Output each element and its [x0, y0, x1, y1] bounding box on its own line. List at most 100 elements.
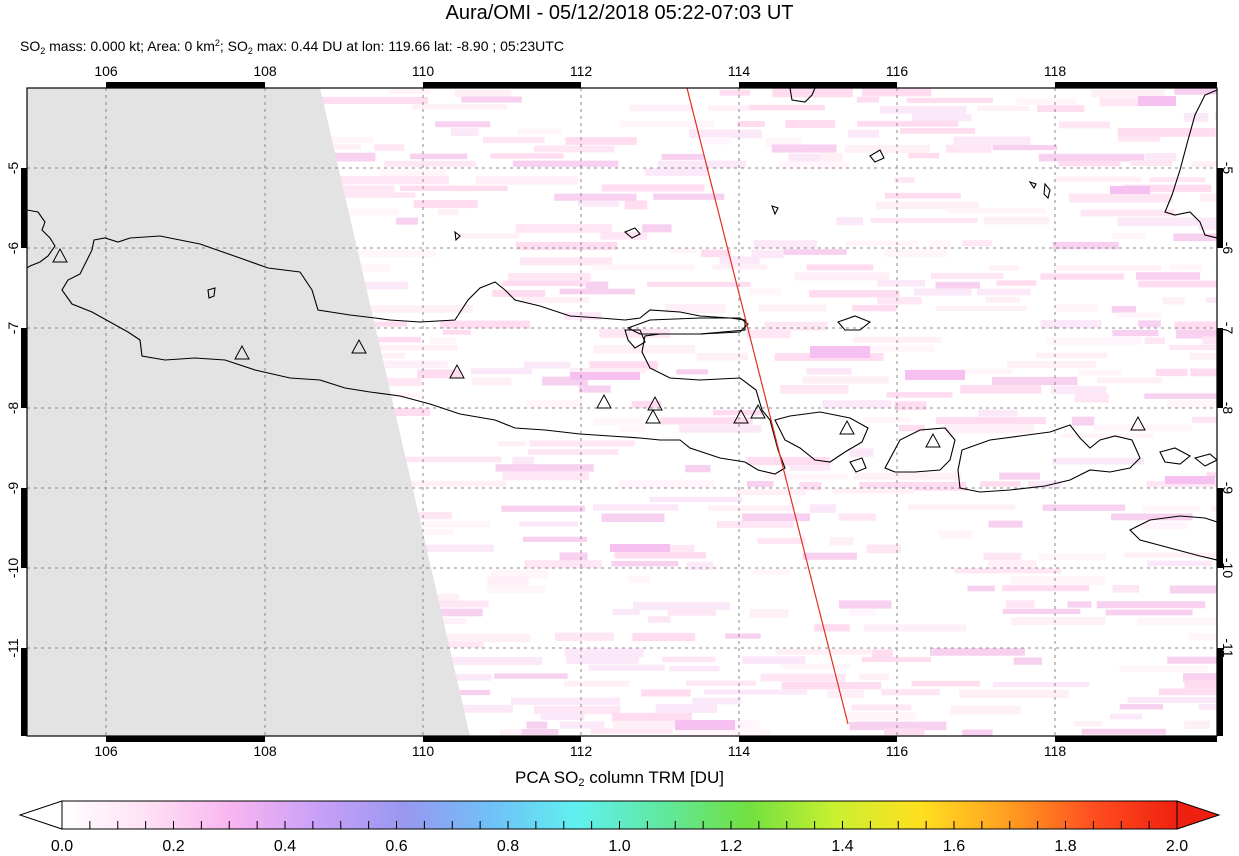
- retrieval-pixel: [1174, 88, 1217, 95]
- retrieval-pixel: [988, 520, 1023, 528]
- retrieval-pixel: [599, 328, 671, 338]
- retrieval-pixel: [497, 441, 526, 447]
- retrieval-pixel: [570, 372, 640, 380]
- retrieval-pixel: [1091, 89, 1166, 98]
- retrieval-pixel: [590, 728, 673, 734]
- small-island-7: [771, 205, 779, 216]
- retrieval-pixel: [454, 89, 512, 98]
- retrieval-pixel: [1130, 160, 1173, 166]
- retrieval-pixel: [1042, 504, 1126, 511]
- retrieval-pixel: [742, 513, 811, 522]
- retrieval-pixel: [593, 344, 695, 354]
- retrieval-pixel: [859, 481, 967, 491]
- retrieval-pixel: [1058, 121, 1110, 129]
- retrieval-pixel: [980, 481, 1021, 487]
- retrieval-pixel: [610, 544, 670, 552]
- retrieval-pixel: [442, 329, 471, 335]
- retrieval-pixel: [1038, 153, 1145, 162]
- retrieval-pixel: [716, 520, 795, 528]
- retrieval-pixel: [649, 496, 743, 502]
- retrieval-pixel: [736, 489, 807, 496]
- retrieval-pixel: [436, 593, 460, 602]
- retrieval-pixel: [502, 280, 585, 287]
- borneo-north-coast: [789, 88, 816, 103]
- retrieval-pixel: [1001, 585, 1090, 592]
- retrieval-pixel: [451, 656, 543, 666]
- small-island-2: [837, 315, 872, 331]
- retrieval-pixel: [881, 688, 940, 696]
- retrieval-pixel: [1136, 272, 1201, 280]
- retrieval-pixel: [689, 129, 762, 139]
- retrieval-pixel: [866, 544, 901, 554]
- sumbawa-island: [957, 424, 1141, 493]
- retrieval-pixel: [1010, 576, 1106, 586]
- retrieval-pixel: [929, 240, 952, 248]
- retrieval-pixel: [661, 153, 704, 160]
- retrieval-pixel: [1055, 304, 1099, 313]
- retrieval-pixel: [962, 240, 993, 246]
- retrieval-pixel: [1067, 601, 1092, 608]
- lon-label: 110: [412, 63, 435, 79]
- plot-frame: [26, 87, 1218, 737]
- retrieval-pixel: [425, 544, 494, 552]
- retrieval-pixel: [712, 264, 768, 270]
- colorbar-title: PCA SO2 column TRM [DU]: [515, 768, 724, 789]
- retrieval-pixel: [789, 464, 831, 471]
- colorbar: [18, 800, 1221, 830]
- retrieval-pixel: [1165, 476, 1215, 484]
- retrieval-pixel: [748, 104, 825, 111]
- retrieval-pixel: [472, 377, 512, 386]
- retrieval-pixel: [863, 417, 911, 423]
- lat-label: -10: [1220, 558, 1236, 578]
- retrieval-pixel: [936, 417, 1046, 425]
- retrieval-pixel: [526, 400, 583, 409]
- retrieval-pixel: [662, 656, 716, 663]
- retrieval-pixel: [487, 585, 546, 593]
- retrieval-pixel: [857, 120, 959, 127]
- retrieval-pixel: [783, 249, 847, 255]
- retrieval-pixel: [1105, 609, 1193, 616]
- retrieval-pixel: [911, 680, 980, 687]
- lat-label: -9: [1220, 482, 1236, 495]
- retrieval-pixel: [564, 680, 630, 687]
- frame-bar: [423, 736, 581, 742]
- retrieval-pixel: [686, 680, 757, 686]
- retrieval-pixel: [390, 392, 423, 398]
- retrieval-pixel: [611, 560, 679, 567]
- small-island-3: [207, 287, 216, 299]
- retrieval-pixel: [900, 128, 976, 134]
- retrieval-pixel: [559, 552, 588, 561]
- bali-island: [774, 411, 869, 463]
- retrieval-pixel: [877, 280, 926, 287]
- retrieval-pixel: [445, 633, 531, 643]
- volcano-triangle-icon: [733, 408, 749, 424]
- retrieval-pixel: [757, 537, 806, 545]
- retrieval-pixel: [737, 120, 766, 127]
- retrieval-pixel: [1137, 617, 1217, 625]
- retrieval-pixel: [862, 88, 932, 97]
- retrieval-pixel: [992, 681, 1090, 688]
- volcano-triangle-icon: [647, 395, 663, 411]
- retrieval-pixel: [880, 105, 967, 114]
- retrieval-pixel: [380, 169, 447, 178]
- retrieval-pixel: [905, 370, 965, 380]
- retrieval-pixel: [1052, 241, 1119, 250]
- lon-label: 118: [1044, 63, 1067, 79]
- frame-bar: [106, 82, 265, 88]
- retrieval-pixel: [712, 409, 763, 416]
- retrieval-pixel: [512, 456, 535, 466]
- small-island-1: [623, 227, 641, 239]
- retrieval-pixel: [1169, 585, 1217, 594]
- retrieval-pixel: [1074, 393, 1109, 403]
- lat-labels-right: -5 -6 -7 -8 -9 -10 -11: [1220, 162, 1236, 658]
- retrieval-pixel: [938, 529, 973, 539]
- retrieval-pixel: [1124, 552, 1217, 558]
- retrieval-pixel: [914, 288, 972, 296]
- lon-label: 108: [253, 63, 277, 79]
- retrieval-pixel: [1214, 112, 1217, 120]
- retrieval-pixel: [742, 656, 806, 665]
- retrieval-pixel: [1013, 657, 1042, 665]
- retrieval-pixel: [678, 425, 762, 433]
- retrieval-pixel: [675, 720, 735, 730]
- retrieval-pixel: [746, 329, 791, 339]
